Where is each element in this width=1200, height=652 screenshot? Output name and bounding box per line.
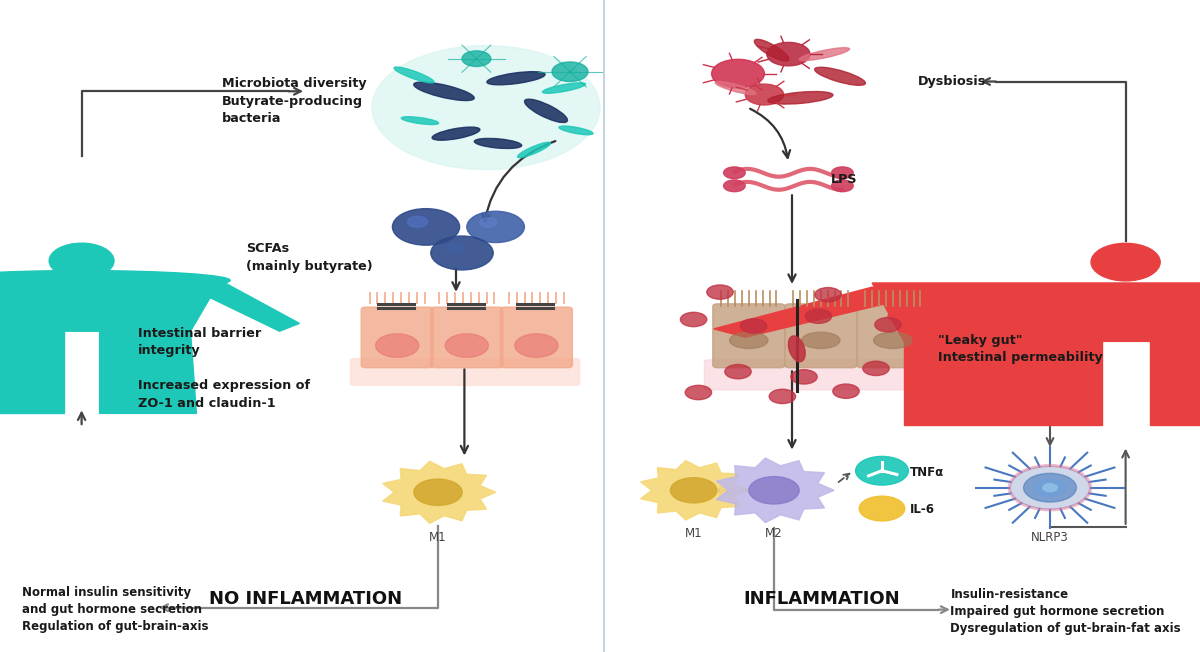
Polygon shape bbox=[0, 280, 221, 331]
Circle shape bbox=[376, 334, 419, 357]
Circle shape bbox=[1024, 473, 1076, 502]
Ellipse shape bbox=[815, 67, 865, 85]
Ellipse shape bbox=[788, 336, 805, 362]
Text: Dysbiosis: Dysbiosis bbox=[918, 75, 986, 88]
Circle shape bbox=[392, 209, 460, 245]
Polygon shape bbox=[100, 331, 197, 413]
Polygon shape bbox=[191, 280, 300, 331]
FancyBboxPatch shape bbox=[704, 360, 934, 390]
Text: Normal insulin sensitivity
and gut hormone secretion
Regulation of gut-brain-axi: Normal insulin sensitivity and gut hormo… bbox=[22, 586, 208, 633]
Ellipse shape bbox=[730, 333, 768, 348]
Circle shape bbox=[680, 312, 707, 327]
Ellipse shape bbox=[414, 82, 474, 100]
Circle shape bbox=[805, 309, 832, 323]
FancyBboxPatch shape bbox=[785, 304, 857, 368]
FancyBboxPatch shape bbox=[431, 307, 503, 368]
Circle shape bbox=[408, 216, 427, 228]
Circle shape bbox=[1010, 466, 1090, 509]
Polygon shape bbox=[872, 283, 1200, 342]
Ellipse shape bbox=[874, 333, 912, 348]
Text: M2: M2 bbox=[766, 527, 782, 540]
Circle shape bbox=[414, 479, 462, 505]
Circle shape bbox=[712, 59, 764, 88]
Text: SCFAs
(mainly butyrate): SCFAs (mainly butyrate) bbox=[246, 243, 373, 273]
Text: M1: M1 bbox=[685, 527, 702, 540]
Polygon shape bbox=[383, 461, 496, 524]
Circle shape bbox=[707, 285, 733, 299]
Circle shape bbox=[745, 84, 784, 105]
Circle shape bbox=[859, 496, 905, 521]
Ellipse shape bbox=[474, 138, 522, 149]
Circle shape bbox=[767, 42, 810, 66]
Circle shape bbox=[815, 288, 841, 302]
Circle shape bbox=[769, 389, 796, 404]
Circle shape bbox=[791, 370, 817, 384]
Ellipse shape bbox=[715, 82, 756, 95]
Circle shape bbox=[515, 334, 558, 357]
FancyBboxPatch shape bbox=[857, 304, 929, 368]
Circle shape bbox=[833, 384, 859, 398]
Circle shape bbox=[740, 319, 767, 333]
Circle shape bbox=[724, 180, 745, 192]
Ellipse shape bbox=[487, 72, 545, 85]
Text: LPS: LPS bbox=[830, 173, 857, 186]
Circle shape bbox=[1091, 243, 1160, 281]
Circle shape bbox=[725, 364, 751, 379]
Circle shape bbox=[1043, 484, 1057, 492]
Polygon shape bbox=[1150, 342, 1200, 425]
Ellipse shape bbox=[394, 67, 434, 83]
Text: Insulin-resistance
Impaired gut hormone secretion
Dysregulation of gut-brain-fat: Insulin-resistance Impaired gut hormone … bbox=[950, 588, 1181, 635]
Circle shape bbox=[724, 167, 745, 179]
Polygon shape bbox=[0, 331, 64, 413]
Text: M1: M1 bbox=[430, 531, 446, 544]
Ellipse shape bbox=[432, 127, 480, 140]
Ellipse shape bbox=[799, 48, 850, 61]
Ellipse shape bbox=[542, 83, 586, 93]
Circle shape bbox=[49, 243, 114, 278]
Circle shape bbox=[445, 243, 463, 254]
Ellipse shape bbox=[768, 91, 833, 104]
Ellipse shape bbox=[524, 99, 568, 123]
Polygon shape bbox=[714, 287, 919, 337]
Polygon shape bbox=[641, 460, 749, 520]
Ellipse shape bbox=[0, 286, 191, 318]
Circle shape bbox=[552, 62, 588, 82]
Circle shape bbox=[480, 218, 497, 227]
Text: IL-6: IL-6 bbox=[910, 503, 935, 516]
FancyBboxPatch shape bbox=[500, 307, 572, 368]
Ellipse shape bbox=[402, 117, 438, 125]
FancyBboxPatch shape bbox=[361, 307, 433, 368]
FancyBboxPatch shape bbox=[713, 304, 785, 368]
Circle shape bbox=[431, 236, 493, 270]
Circle shape bbox=[749, 477, 799, 504]
Text: Microbiota diversity
Butyrate-producing
bacteria: Microbiota diversity Butyrate-producing … bbox=[222, 77, 367, 125]
Circle shape bbox=[685, 385, 712, 400]
Circle shape bbox=[856, 456, 908, 485]
Circle shape bbox=[863, 361, 889, 376]
Ellipse shape bbox=[888, 293, 1200, 339]
Ellipse shape bbox=[0, 271, 230, 290]
Text: TNFα: TNFα bbox=[910, 466, 944, 479]
Circle shape bbox=[372, 46, 600, 170]
Circle shape bbox=[467, 211, 524, 243]
Text: NLRP3: NLRP3 bbox=[1031, 531, 1069, 544]
Circle shape bbox=[445, 334, 488, 357]
Text: INFLAMMATION: INFLAMMATION bbox=[744, 589, 900, 608]
Circle shape bbox=[875, 318, 901, 332]
Ellipse shape bbox=[802, 333, 840, 348]
Circle shape bbox=[832, 167, 853, 179]
FancyBboxPatch shape bbox=[350, 359, 580, 385]
Text: Intestinal barrier
integrity

Increased expression of
ZO-1 and claudin-1: Intestinal barrier integrity Increased e… bbox=[138, 327, 310, 410]
Text: NO INFLAMMATION: NO INFLAMMATION bbox=[210, 589, 402, 608]
Circle shape bbox=[671, 478, 716, 503]
Ellipse shape bbox=[517, 142, 551, 158]
Polygon shape bbox=[716, 458, 834, 522]
Polygon shape bbox=[904, 342, 1102, 425]
Text: "Leaky gut"
Intestinal permeability: "Leaky gut" Intestinal permeability bbox=[938, 334, 1103, 364]
Ellipse shape bbox=[755, 39, 788, 61]
Ellipse shape bbox=[559, 126, 593, 135]
Circle shape bbox=[462, 51, 491, 67]
Circle shape bbox=[1034, 479, 1066, 496]
Circle shape bbox=[832, 180, 853, 192]
